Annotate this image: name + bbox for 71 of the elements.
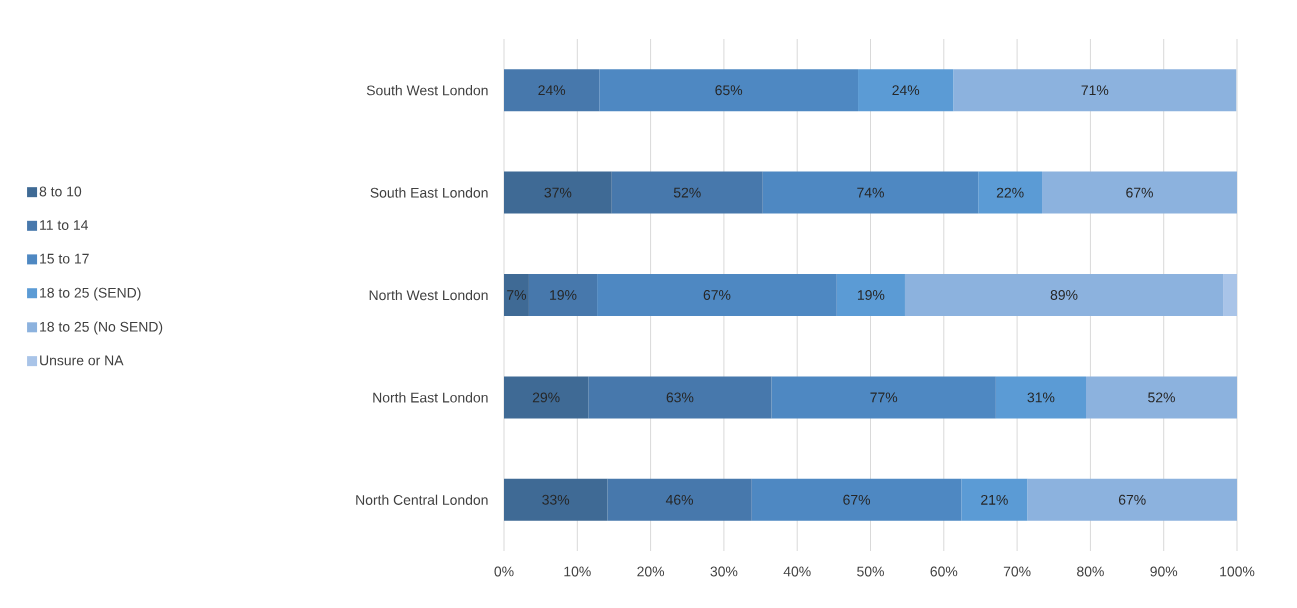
x-tick-label: 40%: [783, 566, 811, 577]
annotation: 67%: [703, 290, 731, 300]
bar: [607, 478, 752, 521]
bar: [904, 274, 1224, 316]
bar: [762, 171, 979, 214]
x-tick-label: 70%: [1003, 566, 1031, 577]
bar: [504, 376, 589, 419]
bar: [1223, 274, 1238, 316]
bar: [599, 69, 859, 112]
annotation: 22%: [996, 187, 1024, 198]
annotation: 63%: [666, 392, 694, 403]
y-tick-label: North East London: [373, 392, 488, 403]
annotation: 37%: [544, 187, 572, 198]
y-tick-label: South East London: [370, 187, 488, 198]
bar: [588, 376, 772, 419]
x-tick-label: 80%: [1077, 566, 1104, 577]
bar: [528, 274, 598, 316]
y-tick-label: North West London: [369, 289, 488, 301]
bar: [1027, 478, 1238, 521]
bar: [751, 478, 962, 521]
bar: [611, 171, 763, 214]
bar: [858, 69, 954, 112]
annotation: 31%: [1027, 392, 1055, 403]
x-tick-label: 100%: [1220, 566, 1255, 577]
annotation: 19%: [857, 290, 885, 300]
legend-label: Unsure or NA: [40, 355, 124, 366]
bar: [504, 69, 600, 112]
annotation: 74%: [857, 187, 884, 198]
annotation: 46%: [665, 494, 694, 505]
legend-label: 18 to 25 (SEND): [40, 287, 141, 301]
annotation: 77%: [870, 392, 898, 403]
annotation: 67%: [1118, 494, 1146, 505]
annotation: 21%: [981, 494, 1008, 505]
x-tick-label: 20%: [637, 566, 665, 577]
x-tick-label: 50%: [857, 566, 884, 577]
bar: [597, 274, 837, 316]
annotation: 29%: [532, 392, 560, 403]
bar: [953, 69, 1237, 112]
annotation: 33%: [542, 494, 570, 505]
bar: [1086, 376, 1238, 419]
annotation: 89%: [1050, 290, 1078, 300]
legend-label: 15 to 17: [40, 253, 89, 264]
legend-label: 8 to 10: [39, 186, 82, 197]
y-tick-label: North Central London: [356, 494, 488, 505]
x-tick-label: 0%: [494, 566, 514, 577]
annotation: 71%: [1081, 85, 1109, 96]
annotation: 67%: [843, 494, 871, 505]
bar: [995, 376, 1087, 419]
x-tick-label: 30%: [710, 566, 738, 577]
annotation: 24%: [892, 85, 920, 96]
bar: [771, 376, 996, 419]
x-tick-label: 90%: [1150, 566, 1178, 577]
y-tick-label: South West London: [366, 85, 488, 96]
bar: [504, 274, 529, 316]
legend-label: 11 to 14: [40, 220, 89, 231]
annotation: 67%: [1126, 187, 1153, 198]
annotation: 7%: [507, 290, 527, 300]
annotation: 19%: [550, 290, 577, 300]
annotation: 52%: [673, 187, 701, 198]
x-tick-label: 60%: [930, 566, 958, 577]
bar: [978, 171, 1043, 214]
x-tick-label: 10%: [564, 566, 591, 577]
bar: [961, 478, 1028, 521]
annotation: 52%: [1148, 392, 1175, 403]
bar: [504, 171, 612, 214]
bar: [504, 478, 608, 521]
bar: [836, 274, 905, 316]
bar: [1042, 171, 1238, 214]
annotation: 65%: [715, 85, 743, 96]
annotation: 24%: [538, 85, 566, 96]
legend-label: 18 to 25 (No SEND): [40, 321, 163, 335]
